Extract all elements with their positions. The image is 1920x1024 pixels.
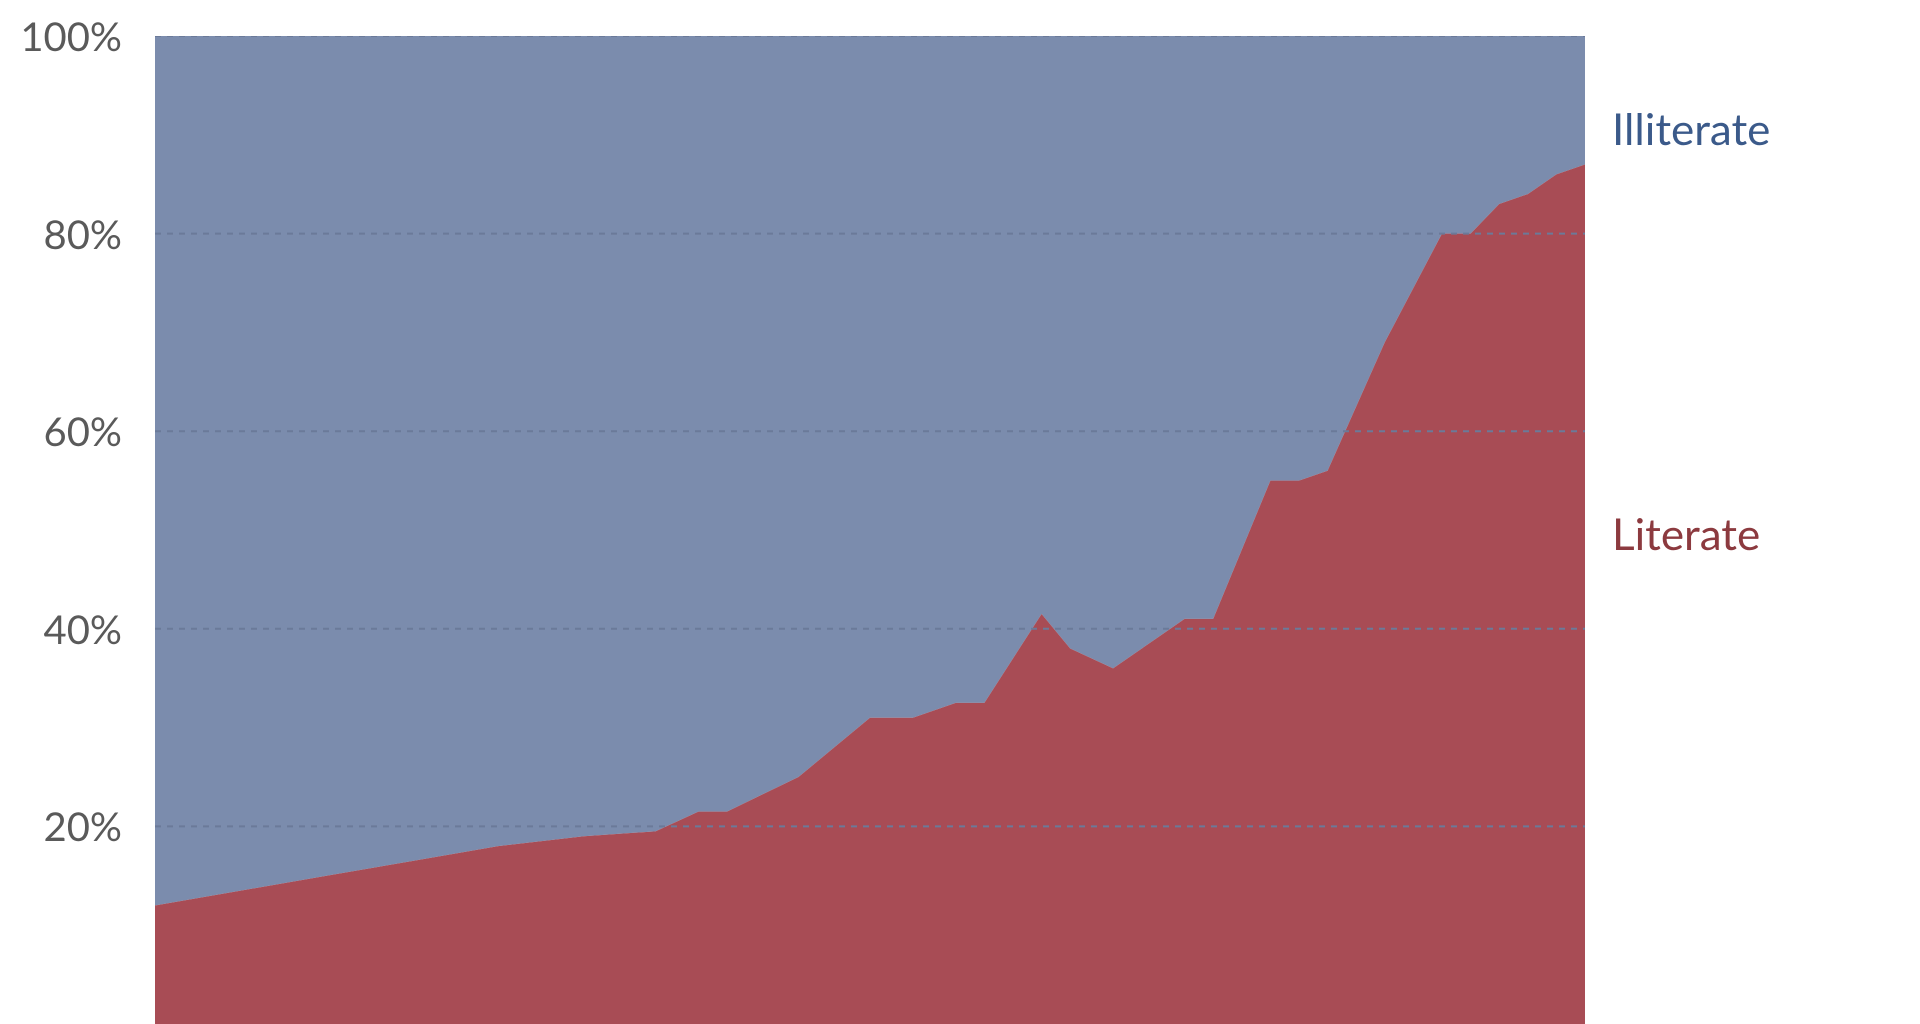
y-tick-label-40: 40% [44,605,122,653]
y-axis: 20% 40% 60% 80% 100% [0,0,140,1024]
literacy-area-chart: 20% 40% 60% 80% 100% Illiterate Literate [0,0,1920,1024]
series-label-illiterate: Illiterate [1612,103,1770,155]
y-tick-label-100: 100% [20,12,122,60]
y-tick-label-20: 20% [44,802,122,850]
plot-area [155,36,1585,1024]
series-label-literate: Literate [1612,508,1760,560]
chart-svg [155,36,1585,1024]
y-tick-label-60: 60% [44,407,122,455]
y-tick-label-80: 80% [44,210,122,258]
